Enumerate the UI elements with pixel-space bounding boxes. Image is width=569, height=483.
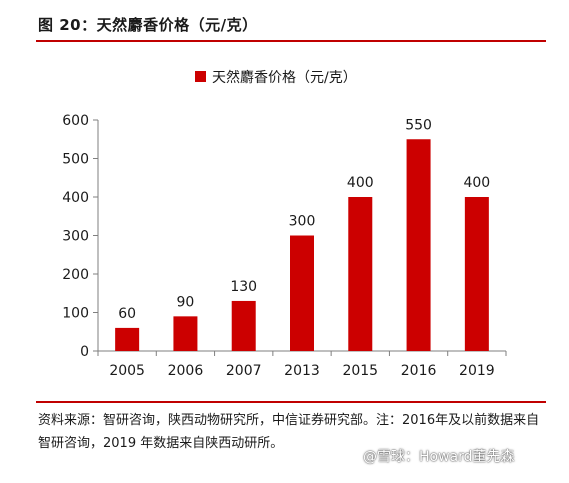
bar-chart: 天然麝香价格（元/克） 0 100 200 300 400 500 600 60 2005 90 20… [62,69,507,379]
data-label: 400 [463,175,490,191]
data-label: 300 [289,214,316,230]
x-tick-label: 2019 [459,363,495,379]
y-tick-label: 500 [62,152,89,168]
bar [173,316,198,351]
y-tick-label: 600 [62,113,89,129]
bar [464,197,489,351]
legend-swatch [195,71,206,82]
data-label: 550 [405,117,432,133]
y-tick-label: 400 [62,190,89,206]
x-tick-label: 2007 [226,363,262,379]
data-label: 130 [230,279,257,295]
source-rule [36,401,546,403]
bar [231,300,256,351]
data-label: 90 [177,294,195,310]
x-tick-label: 2016 [401,363,437,379]
bar [348,197,373,351]
y-tick-label: 200 [62,267,89,283]
x-tick-label: 2005 [109,363,145,379]
x-tick-label: 2013 [284,363,320,379]
data-label: 400 [347,175,374,191]
bar [115,327,140,351]
title-rule [36,40,546,42]
figure-title: 图 20：天然麝香价格（元/克） [38,16,258,34]
bar [290,235,314,351]
data-label: 60 [118,306,136,322]
watermark: @雪球：Howard董先森 [363,449,515,465]
bar [406,139,431,351]
y-tick-label: 300 [62,229,89,245]
y-tick-label: 0 [80,344,89,360]
y-tick-label: 100 [62,306,89,322]
x-tick-label: 2015 [342,363,378,379]
source-note: 资料来源：智研咨询，陕西动物研究所，中信证券研究部。注：2016年及以前数据来自… [38,413,540,451]
legend-label: 天然麝香价格（元/克） [212,69,357,86]
x-tick-label: 2006 [168,363,204,379]
